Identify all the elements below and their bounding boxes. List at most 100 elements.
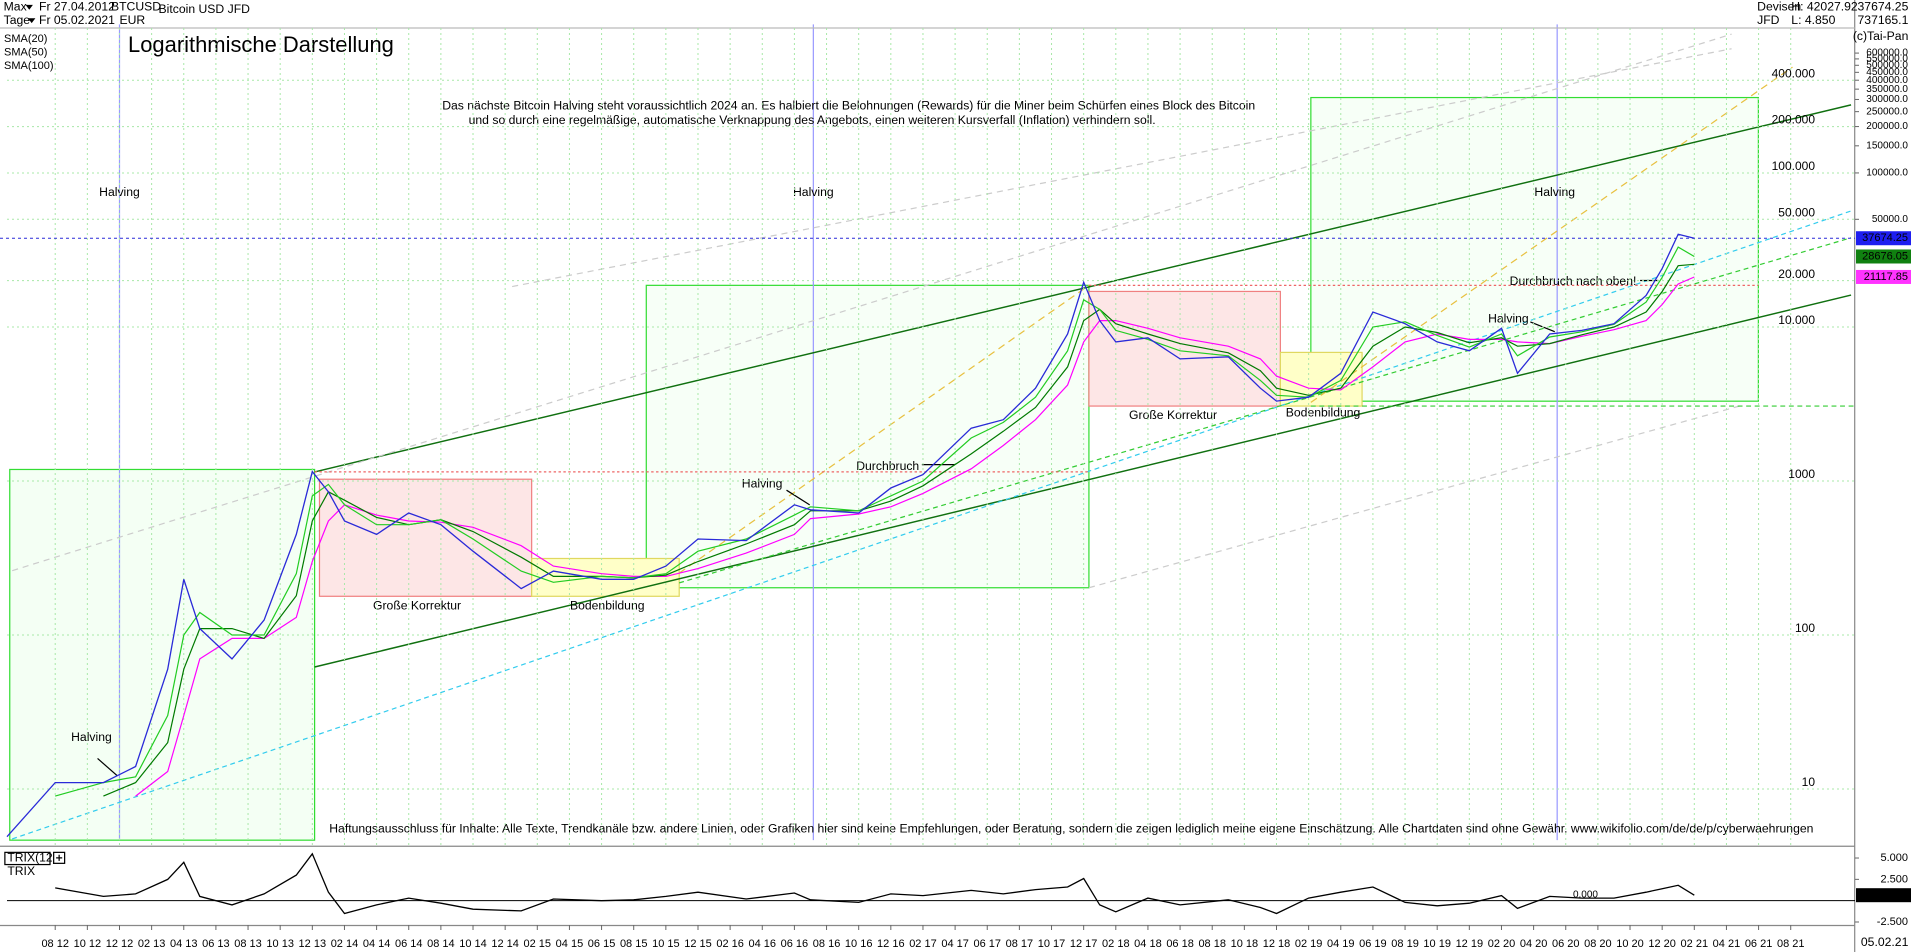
value-label: 37674.25 xyxy=(1862,232,1908,244)
x-tick-label: 12 12 xyxy=(106,938,134,950)
x-tick-label: 06 16 xyxy=(781,938,809,950)
box xyxy=(9,468,316,841)
annotation: Halving xyxy=(1534,185,1575,199)
volume: 737165.1 xyxy=(1858,13,1909,27)
x-tick-label: 08 15 xyxy=(620,938,648,950)
dropdown[interactable] xyxy=(25,4,33,10)
annotation: Halving xyxy=(793,185,834,199)
annotation: Große Korrektur xyxy=(373,598,461,612)
dropdown[interactable] xyxy=(28,18,36,24)
instrument: Bitcoin USD JFD xyxy=(159,2,251,16)
y-axis-label: 2.500 xyxy=(1880,873,1908,885)
legend-entry: SMA(20) xyxy=(4,33,47,45)
indicator-box[interactable] xyxy=(4,851,51,866)
y-axis-label: 250000.0 xyxy=(1866,106,1908,117)
x-tick-label: 06 18 xyxy=(1166,938,1194,950)
indicator-title[interactable]: TRIX(12) xyxy=(7,851,56,865)
y-tick-label: 400.000 xyxy=(1772,66,1816,80)
x-tick-label: 12 19 xyxy=(1456,938,1484,950)
x-tick-label: 04 15 xyxy=(556,938,584,950)
y-tick-label: 10.000 xyxy=(1778,313,1815,327)
arrow xyxy=(786,489,811,506)
legend-entry: SMA(100) xyxy=(4,60,54,72)
x-tick-label: 02 19 xyxy=(1295,938,1323,950)
x-tick-label: 08 13 xyxy=(234,938,262,950)
legend-entry: SMA(50) xyxy=(4,46,47,58)
x-tick-label: 10 18 xyxy=(1231,938,1259,950)
watermark: Logarithmische Darstellung xyxy=(128,32,394,57)
low: L: 4.850 xyxy=(1791,13,1835,27)
correction-box xyxy=(1088,290,1281,407)
x-tick-label: 12 18 xyxy=(1263,938,1291,950)
y-axis-label: 400000.0 xyxy=(1866,75,1908,86)
y-axis-label: 150000.0 xyxy=(1866,140,1908,151)
x-tick-label: 04 18 xyxy=(1134,938,1162,950)
x-tick-label: 08 12 xyxy=(41,938,69,950)
broker: JFD xyxy=(1757,13,1780,27)
x-tick-label: 04 14 xyxy=(363,938,391,950)
y-axis-label: 50000.0 xyxy=(1872,214,1909,225)
trend-line xyxy=(679,237,1852,584)
annotation: Große Korrektur xyxy=(1129,408,1217,422)
annotation: Halving xyxy=(71,730,112,744)
x-tick-label: 02 15 xyxy=(524,938,552,950)
box xyxy=(645,284,1090,589)
x-tick-label: 10 13 xyxy=(266,938,294,950)
x-tick-label: 08 14 xyxy=(427,938,455,950)
plus-icon[interactable] xyxy=(56,854,63,861)
y-axis-label: 300000.0 xyxy=(1866,94,1908,105)
x-tick-label: 08 17 xyxy=(1006,938,1034,950)
x-tick-label: 06 15 xyxy=(588,938,616,950)
currency: EUR xyxy=(120,13,146,27)
trend-line xyxy=(1310,66,1793,403)
value-box xyxy=(1856,269,1911,284)
trend-line xyxy=(1088,404,1744,589)
y-tick-label: 100 xyxy=(1795,621,1815,635)
x-tick-label: 06 19 xyxy=(1359,938,1387,950)
x-tick-label: 10 16 xyxy=(845,938,873,950)
x-tick-label: 10 12 xyxy=(74,938,102,950)
y-axis-label: 350000.0 xyxy=(1866,84,1908,95)
value-box xyxy=(1856,888,1911,903)
x-tick-label: 12 15 xyxy=(684,938,712,950)
correction-box xyxy=(318,478,533,597)
series-line xyxy=(55,852,1695,915)
trend-line xyxy=(678,284,1090,574)
y-axis-label: 450000.0 xyxy=(1866,67,1908,78)
annotation: Durchbruch xyxy=(856,459,919,473)
y-axis-label: 200000.0 xyxy=(1866,121,1908,132)
x-tick-label: 08 21 xyxy=(1777,938,1805,950)
x-tick-label: 04 17 xyxy=(941,938,969,950)
value-label: 28676.05 xyxy=(1862,250,1908,262)
y-axis-label: 5.000 xyxy=(1880,852,1908,864)
y-axis-label: 600000.0 xyxy=(1866,48,1908,59)
period[interactable]: Tage xyxy=(4,13,31,27)
x-tick-label: 08 16 xyxy=(813,938,841,950)
y-axis-label: -2.500 xyxy=(1877,916,1908,928)
y-tick-label: 100.000 xyxy=(1772,159,1816,173)
x-tick-label: 10 15 xyxy=(652,938,680,950)
x-tick-label: 06 17 xyxy=(973,938,1001,950)
date-from: Fr 27.04.2012 xyxy=(39,0,115,14)
annotation: Bodenbildung xyxy=(1286,406,1361,420)
y-tick-label: 0.000 xyxy=(1573,889,1598,900)
value-label: 21117.85 xyxy=(1864,271,1908,283)
x-tick-label: 04 13 xyxy=(170,938,198,950)
y-tick-label: 200.000 xyxy=(1772,113,1816,127)
x-tick-label: 10 14 xyxy=(459,938,487,950)
trend-line xyxy=(512,48,1732,288)
x-tick-label: 10 17 xyxy=(1038,938,1066,950)
bottom-box xyxy=(1279,351,1363,407)
value-box xyxy=(1856,231,1911,246)
range[interactable]: Max xyxy=(4,0,27,14)
x-tick-label: 12 20 xyxy=(1648,938,1676,950)
x-tick-label: 04 20 xyxy=(1520,938,1548,950)
y-axis-label: 100000.0 xyxy=(1866,168,1908,179)
y-tick-label: 20.000 xyxy=(1778,267,1815,281)
y-tick-label: 1000 xyxy=(1788,467,1815,481)
current-date: 05.02.21 xyxy=(1861,935,1909,949)
x-tick-label: 02 18 xyxy=(1102,938,1130,950)
series-line xyxy=(6,233,1695,838)
y-axis-label: 500000.0 xyxy=(1866,60,1908,71)
